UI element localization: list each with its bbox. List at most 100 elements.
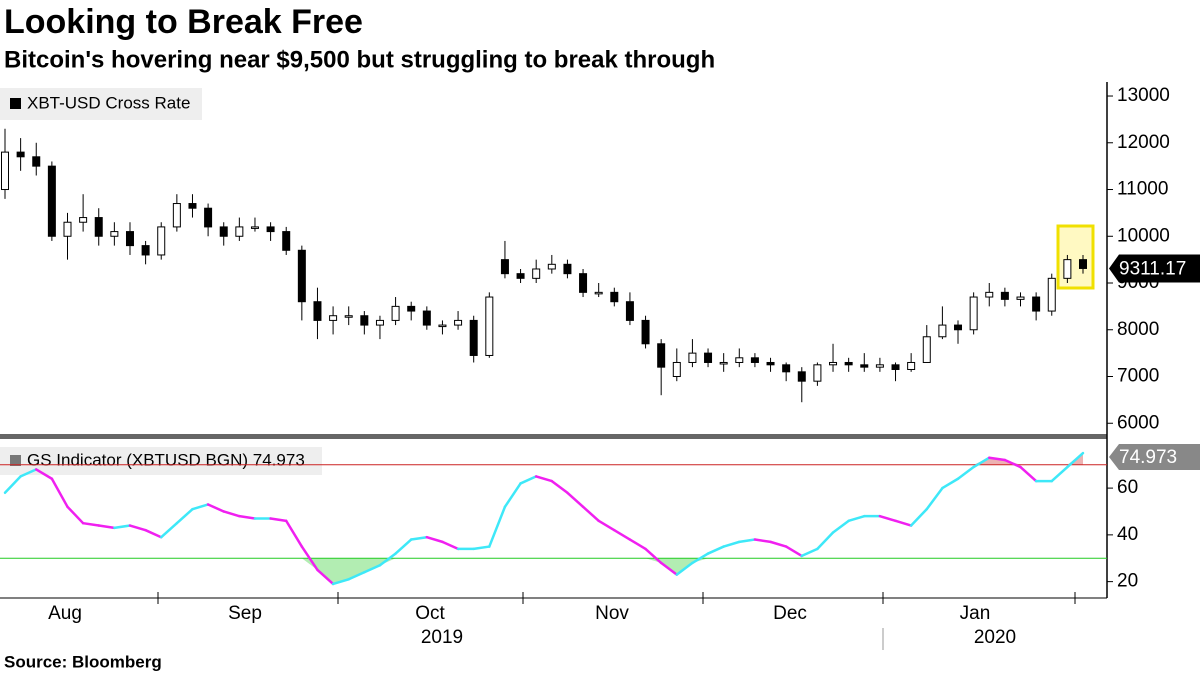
candle-body [485, 296, 494, 356]
candle-body [250, 226, 259, 229]
indicator-segment [81, 521, 100, 527]
x-tick-label: Dec [773, 603, 807, 624]
indicator-segment [956, 465, 975, 480]
indicator-segment [659, 561, 679, 576]
chart-title: Looking to Break Free [4, 3, 363, 41]
indicator-segment [941, 477, 960, 490]
indicator-segment [644, 547, 663, 565]
year-label: 2020 [974, 627, 1016, 648]
indicator-segment [628, 538, 647, 551]
indicator-segment [988, 456, 1007, 462]
x-tick-label: Jan [960, 603, 991, 624]
candle-body [1016, 296, 1025, 300]
y-tick-label: 10000 [1117, 225, 1170, 246]
indicator-segment [909, 507, 929, 527]
candle-body [204, 207, 213, 228]
candle-body [79, 217, 88, 223]
candle-body [719, 361, 728, 365]
candle-body [641, 319, 650, 345]
legend-swatch [10, 455, 21, 466]
candle-body [532, 268, 541, 279]
candle-body [110, 231, 119, 237]
indicator-segment [19, 468, 38, 478]
candle-body [438, 324, 447, 328]
indicator-segment [753, 538, 772, 544]
indicator-segment [363, 564, 382, 574]
candle-body [375, 319, 384, 326]
y-tick-label: 6000 [1117, 412, 1159, 433]
last-value-label: 74.973 [1119, 447, 1177, 468]
candle-body [1063, 259, 1072, 279]
candle-body [610, 291, 619, 303]
indicator-segment [800, 547, 819, 558]
indicator-segment [97, 524, 116, 530]
legend-label: XBT-USD Cross Rate [27, 93, 190, 112]
indicator-segment [175, 507, 194, 525]
indicator-segment [34, 468, 54, 480]
indicator-segment [1003, 458, 1022, 469]
candle-body [735, 357, 744, 363]
candle-body [391, 305, 400, 321]
indicator-segment [1066, 451, 1085, 469]
indicator-segment [394, 538, 413, 555]
indicator-segment [222, 510, 241, 518]
candle-body [313, 301, 322, 321]
y-tick-label: 8000 [1117, 319, 1159, 340]
indicator-segment [347, 571, 366, 581]
indicator-segment [503, 482, 522, 509]
x-tick-label: Sep [228, 603, 262, 624]
y-tick-label: 20 [1117, 571, 1138, 592]
last-value-label: 9311.17 [1119, 258, 1186, 279]
candle-body [704, 352, 713, 363]
last-value-box [1109, 254, 1200, 283]
candle-body [94, 217, 103, 237]
indicator-segment [816, 531, 835, 551]
indicator-segment [191, 503, 210, 511]
candle-body [688, 352, 697, 363]
indicator-segment [284, 519, 304, 548]
y-tick-label: 12000 [1117, 132, 1170, 153]
candle-body [1, 151, 9, 191]
indicator-segment [331, 578, 350, 586]
candle-body [469, 319, 478, 356]
candle-body [344, 315, 353, 318]
candle-body [32, 156, 41, 167]
candle-body [750, 357, 759, 363]
candle-body [797, 371, 806, 382]
year-label: 2019 [421, 627, 463, 648]
indicator-segment [675, 561, 694, 576]
indicator-segment [50, 477, 69, 509]
candle-body [625, 301, 634, 321]
candle-body [422, 310, 431, 326]
oversold-area [5, 558, 1083, 584]
indicator-segment [206, 503, 225, 513]
indicator-segment [66, 505, 85, 525]
indicator-segment [1050, 465, 1069, 483]
last-value-box [1109, 444, 1200, 470]
candle-body [1047, 277, 1056, 312]
candle-body [16, 151, 25, 158]
x-tick-label: Oct [415, 603, 445, 624]
candle-body [563, 263, 572, 275]
indicator-segment [878, 514, 897, 523]
y-tick-label: 60 [1117, 477, 1138, 498]
legend-box [0, 88, 202, 120]
candle-body [1079, 259, 1087, 269]
candle-body [219, 226, 228, 237]
indicator-segment [159, 521, 179, 539]
candle-body [844, 361, 853, 366]
candle-body [891, 364, 900, 370]
x-tick-label: Nov [595, 603, 629, 624]
candle-body [516, 273, 525, 279]
candle-body [157, 226, 166, 256]
candle-body [360, 315, 369, 326]
panel-separator [0, 434, 1107, 439]
candle-body [1000, 291, 1009, 300]
candle-body [672, 361, 681, 378]
legend-label: GS Indicator (XBTUSD BGN) 74.973 [27, 450, 305, 469]
candle-body [954, 324, 963, 331]
indicator-segment [409, 535, 429, 541]
indicator-segment [519, 475, 538, 485]
indicator-segment [472, 545, 491, 551]
